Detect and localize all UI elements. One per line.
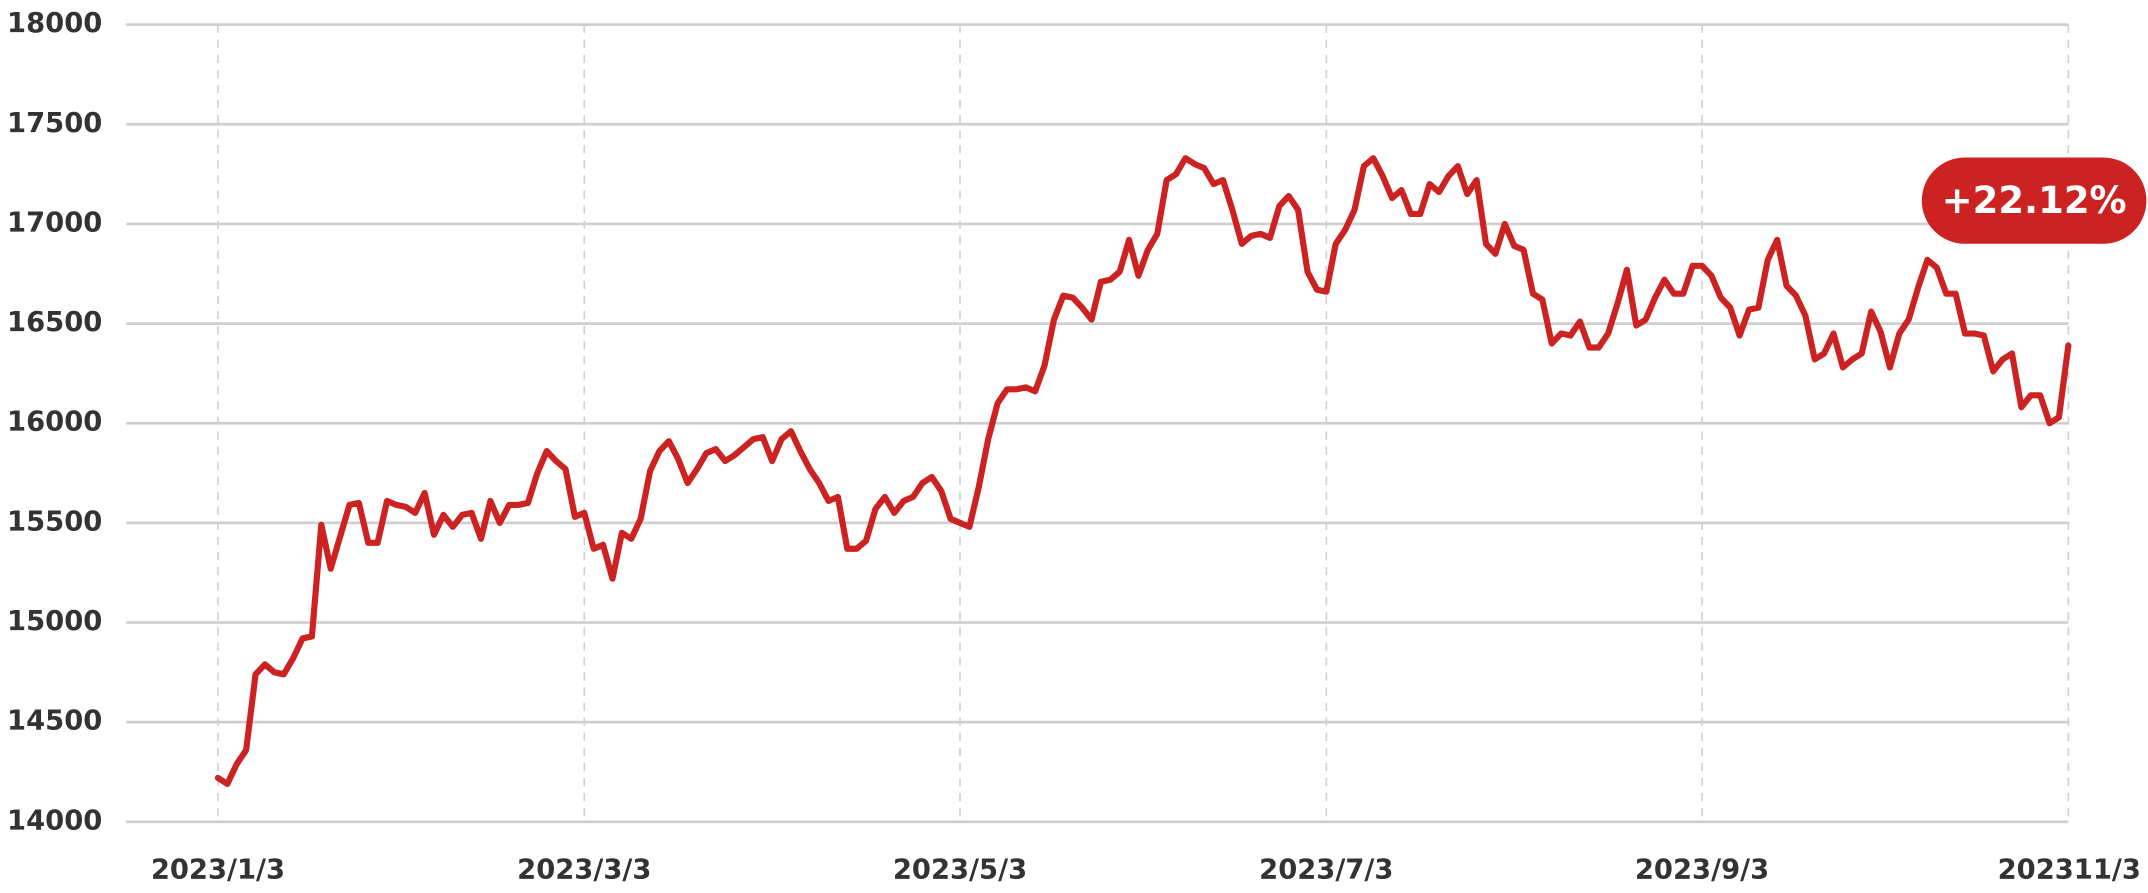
change-badge xyxy=(1921,157,2147,244)
x-tick-label: 2023/5/3 xyxy=(893,855,1027,886)
price-line xyxy=(214,155,2072,787)
y-tick-label: 15000 xyxy=(7,606,102,637)
y-tick-label: 16500 xyxy=(7,307,102,338)
change-badge-label: +22.12% xyxy=(1942,179,2127,222)
y-tick-label: 17500 xyxy=(7,108,102,139)
x-tick-label: 2023/7/3 xyxy=(1259,855,1393,886)
y-tick-label: 16000 xyxy=(7,407,102,438)
y-tick-label: 14500 xyxy=(7,706,102,737)
y-tick-label: 15500 xyxy=(7,506,102,537)
x-tick-label: 202311/3 xyxy=(1998,855,2141,886)
y-tick-label: 18000 xyxy=(7,8,102,39)
y-tick-label: 17000 xyxy=(7,207,102,238)
x-tick-label: 2023/1/3 xyxy=(151,855,285,886)
y-tick-label: 14000 xyxy=(7,805,102,836)
x-tick-label: 2023/3/3 xyxy=(517,855,651,886)
x-tick-label: 2023/9/3 xyxy=(1635,855,1769,886)
